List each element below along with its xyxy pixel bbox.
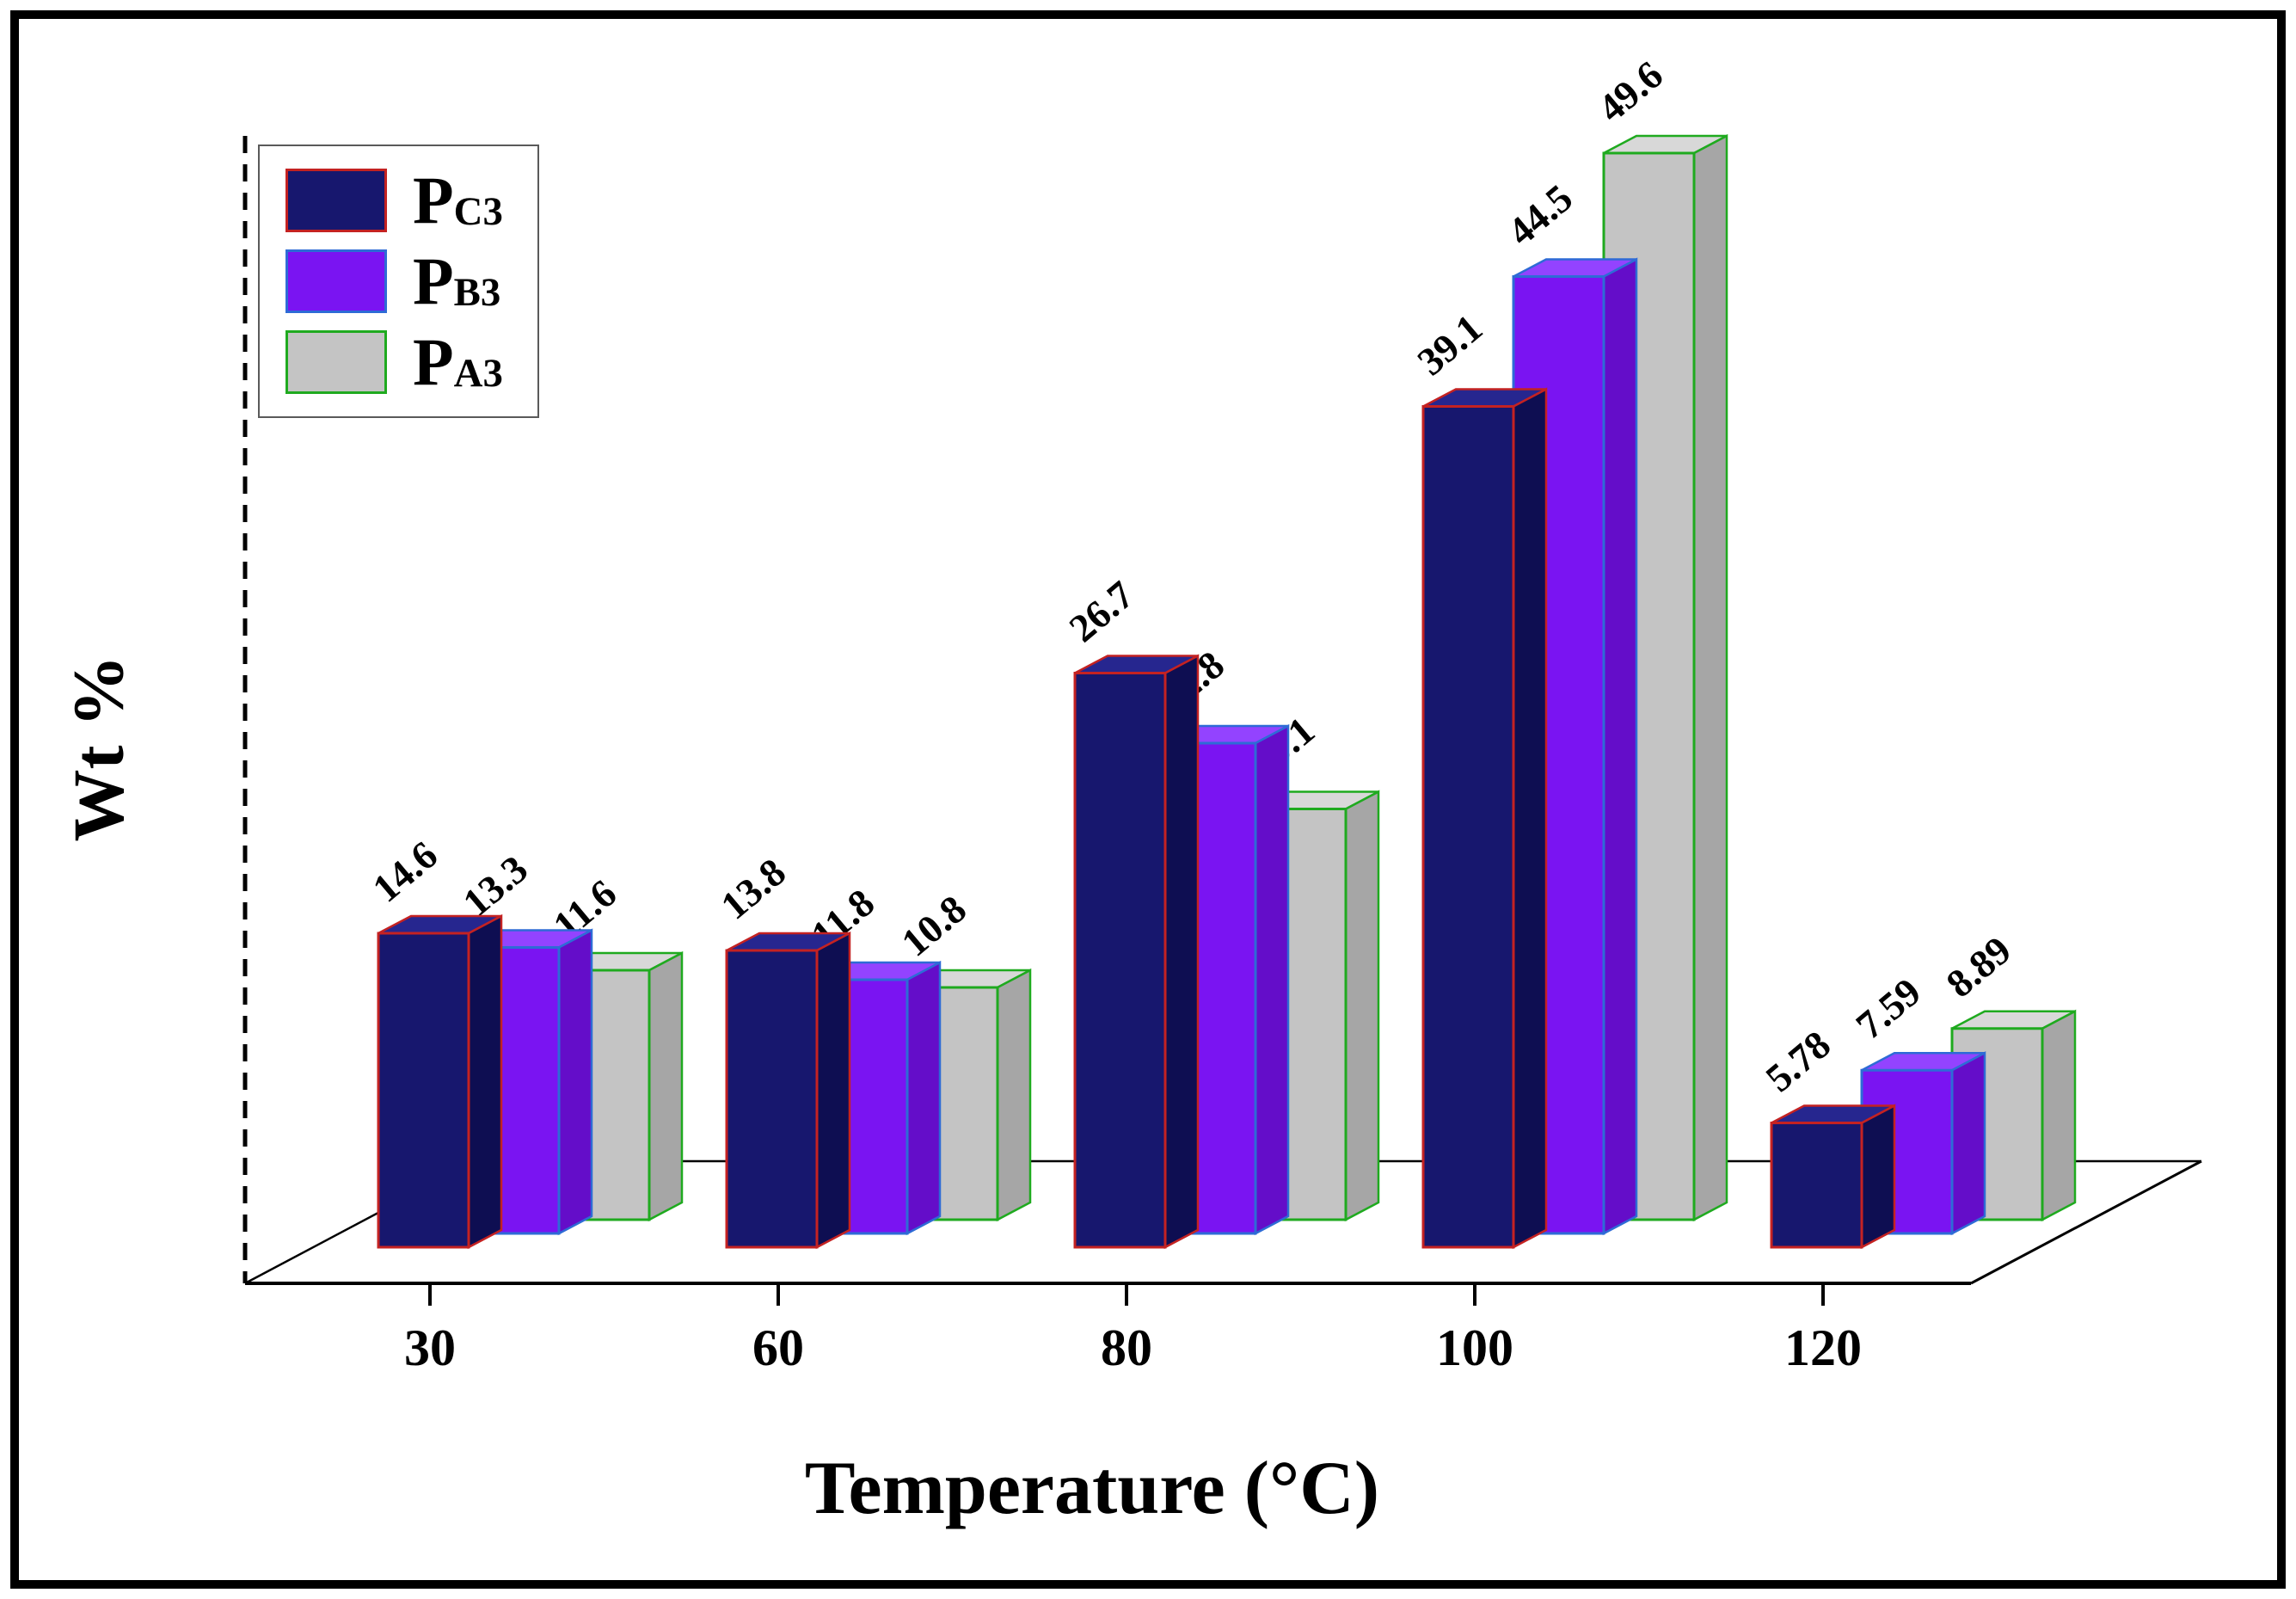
x-tick-label: 60	[752, 1319, 804, 1376]
legend-label-pc3: PC3	[413, 163, 503, 237]
bar-side-PB3-120	[1950, 1051, 1986, 1236]
value-label-PB3-100: 44.5	[1500, 175, 1581, 254]
legend-label-pb3: PB3	[413, 243, 501, 318]
value-label-PC3-120: 5.78	[1758, 1022, 1839, 1100]
bar-side-PA3-30	[648, 950, 684, 1222]
bar-PC3-30	[377, 932, 470, 1249]
y-axis-title: Wt %	[58, 655, 139, 842]
bar-side-PB3-100	[1602, 257, 1638, 1236]
bar-side-PC3-120	[1860, 1104, 1896, 1250]
legend-entry-pc3: PC3	[285, 167, 503, 234]
legend-swatch-pa3	[285, 330, 387, 394]
value-label-PC3-30: 14.6	[365, 833, 445, 911]
bar-side-PC3-30	[467, 913, 503, 1250]
x-tick-label: 120	[1784, 1319, 1862, 1376]
bar-side-PA3-100	[1692, 133, 1728, 1222]
x-axis-title: Temperature (°C)	[804, 1447, 1380, 1530]
legend-label-pa3: PA3	[413, 324, 503, 399]
bar-side-PB3-60	[906, 960, 942, 1236]
bar-side-PA3-120	[2041, 1009, 2077, 1222]
bar-side-PC3-100	[1512, 387, 1548, 1250]
bar-PC3-120	[1770, 1122, 1863, 1249]
bar-side-PB3-80	[1254, 723, 1290, 1236]
bar-side-PA3-60	[996, 968, 1032, 1222]
x-tick-label: 30	[404, 1319, 456, 1376]
legend-entry-pa3: PA3	[285, 329, 503, 396]
value-label-PA3-100: 49.6	[1590, 52, 1671, 131]
bar-PC3-60	[725, 949, 819, 1249]
bar-PC3-100	[1421, 405, 1515, 1249]
value-label-PA3-60: 10.8	[893, 887, 974, 965]
bar-side-PC3-80	[1163, 654, 1200, 1250]
legend-swatch-pc3	[285, 169, 387, 232]
value-label-PC3-80: 26.7	[1061, 572, 1142, 650]
floor-right-edge	[1970, 1159, 2202, 1285]
x-tick-label: 100	[1436, 1319, 1513, 1376]
value-label-PB3-30: 13.3	[455, 846, 536, 925]
x-tick-label: 80	[1101, 1319, 1152, 1376]
value-label-PC3-60: 13.8	[713, 850, 794, 928]
bar-PC3-80	[1073, 672, 1167, 1249]
bar-side-PA3-80	[1344, 790, 1380, 1222]
value-label-PC3-100: 39.1	[1409, 305, 1490, 384]
legend-entry-pb3: PB3	[285, 248, 503, 315]
value-label-PB3-120: 7.59	[1848, 969, 1929, 1048]
bar-side-PB3-30	[557, 928, 593, 1236]
legend: PC3 PB3 PA3	[258, 145, 539, 418]
value-label-PA3-120: 8.89	[1938, 928, 2019, 1006]
bar-side-PC3-60	[815, 931, 851, 1250]
legend-swatch-pb3	[285, 249, 387, 313]
